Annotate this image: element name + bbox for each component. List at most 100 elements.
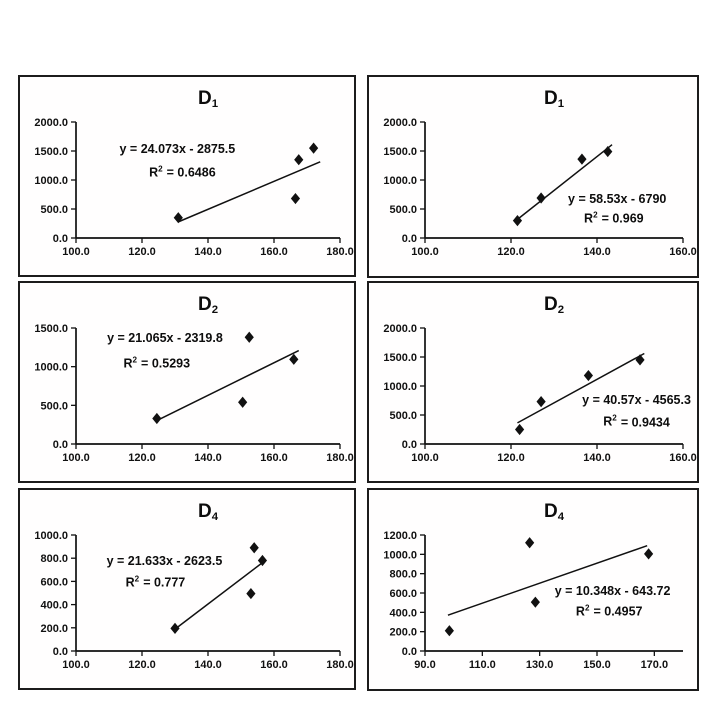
svg-text:110.0: 110.0 [469,659,496,671]
svg-text:100.0: 100.0 [62,452,90,464]
svg-text:200.0: 200.0 [40,623,68,635]
svg-text:120.0: 120.0 [128,452,156,464]
r2-exponent: 2 [134,574,140,584]
chart-panel-d2-left: 0.0 500.0 1000.0 1500.0 100.0 120.0 140.0 160.0… [18,281,356,483]
svg-text:140.0: 140.0 [194,659,222,671]
chart-title-subscript: 2 [557,303,565,316]
svg-text:140.0: 140.0 [194,452,222,464]
svg-text:500.0: 500.0 [389,410,417,422]
svg-text:0.0: 0.0 [53,233,68,245]
svg-text:0.0: 0.0 [53,439,68,451]
svg-text:2000.0: 2000.0 [34,117,68,129]
svg-text:1500.0: 1500.0 [34,323,68,335]
r2-value: = 0.5293 [141,356,191,371]
svg-text:1500.0: 1500.0 [383,352,417,364]
chart-title-subscript: 2 [211,303,219,316]
scatter-plot-d2-right: 0.0 500.0 1000.0 1500.0 2000.0 100.0 120.0 140.… [383,323,697,464]
r2-base: R [149,165,159,180]
chart-title-base: D [543,501,558,522]
svg-text:1200.0: 1200.0 [383,530,417,542]
r2-value: = 0.4957 [593,604,643,619]
svg-text:100.0: 100.0 [411,452,439,464]
r2-exponent: 2 [584,603,590,613]
chart-title: D1 [198,88,218,110]
r-squared-label: R2 = 0.5293 [124,356,191,371]
r2-exponent: 2 [612,413,617,423]
svg-text:160.0: 160.0 [260,452,288,464]
svg-text:160.0: 160.0 [260,659,288,671]
svg-text:120.0: 120.0 [497,246,525,258]
svg-text:1000.0: 1000.0 [383,549,417,561]
chart-title-base: D [197,501,212,522]
svg-text:130.0: 130.0 [526,659,554,671]
svg-text:400.0: 400.0 [40,600,68,612]
chart-title: D2 [198,294,218,316]
svg-text:2000.0: 2000.0 [383,323,417,335]
svg-text:1000.0: 1000.0 [383,175,417,187]
svg-text:1000.0: 1000.0 [34,175,68,187]
chart-panel-d1-right: 0.0 500.0 1000.0 1500.0 2000.0 100.0 120.0 140.… [367,75,699,278]
chart-panel-d4-right: 0.0 200.0 400.0 600.0 800.0 1000.0 1200.0 90.0 1… [367,488,699,691]
r2-value: = 0.6486 [166,165,216,180]
r2-base: R [584,211,594,226]
scatter-plot-d4-right: 0.0 200.0 400.0 600.0 800.0 1000.0 1200.0 90.0 1… [383,530,683,671]
r-squared-label: R2 = 0.777 [126,575,186,590]
r2-exponent: 2 [132,355,138,365]
trendline-equation: y = 40.57x - 4565.3 [582,392,691,407]
chart-title: D1 [544,88,564,110]
svg-text:160.0: 160.0 [669,452,697,464]
svg-text:140.0: 140.0 [583,246,611,258]
svg-text:1000.0: 1000.0 [383,381,417,393]
scatter-plot-d1-left: 0.0 500.0 1000.0 1500.0 2000.0 100.0 120.0 140.… [34,117,354,258]
svg-text:500.0: 500.0 [389,204,417,216]
chart-title-base: D [543,294,558,315]
svg-text:180.0: 180.0 [326,659,354,671]
svg-text:200.0: 200.0 [389,627,417,639]
svg-text:160.0: 160.0 [260,246,288,258]
chart-title: D4 [198,501,218,523]
r2-exponent: 2 [158,164,163,174]
chart-title: D2 [544,294,564,316]
trendline-equation: y = 58.53x - 6790 [568,192,667,207]
chart-title-base: D [543,88,558,109]
svg-text:100.0: 100.0 [62,246,90,258]
r-squared-label: R2 = 0.9434 [603,414,670,429]
svg-text:2000.0: 2000.0 [383,117,417,129]
r2-value: = 0.969 [601,211,644,226]
chart-title-base: D [197,294,212,315]
svg-text:90.0: 90.0 [414,659,435,671]
chart-title-base: D [197,88,212,109]
svg-text:100.0: 100.0 [62,659,90,671]
chart-panel-d2-right: 0.0 500.0 1000.0 1500.0 2000.0 100.0 120.0 140.… [367,281,699,483]
svg-text:180.0: 180.0 [326,246,354,258]
svg-text:120.0: 120.0 [128,246,156,258]
r2-exponent: 2 [593,210,598,220]
svg-text:140.0: 140.0 [194,246,222,258]
svg-text:150.0: 150.0 [583,659,611,671]
svg-text:0.0: 0.0 [402,646,417,658]
r-squared-label: R2 = 0.4957 [576,604,643,619]
svg-text:1500.0: 1500.0 [383,146,417,158]
r-squared-label: R2 = 0.969 [584,210,644,225]
chart-title-subscript: 4 [211,510,219,523]
r2-base: R [603,415,613,430]
svg-text:0.0: 0.0 [53,646,68,658]
trendline-equation: y = 24.073x - 2875.5 [119,141,236,156]
svg-text:140.0: 140.0 [583,452,611,464]
r2-value: = 0.777 [143,575,186,590]
trendline-equation: y = 21.633x - 2623.5 [106,553,223,568]
chart-title-subscript: 1 [557,97,565,110]
svg-text:120.0: 120.0 [497,452,525,464]
svg-text:1000.0: 1000.0 [34,530,68,542]
chart-title: D4 [544,501,564,523]
r-squared-label: R2 = 0.6486 [149,165,216,180]
chart-panel-d4-left: 0.0 200.0 400.0 600.0 800.0 1000.0 100.0 120.0 1… [18,488,356,690]
svg-text:600.0: 600.0 [40,576,68,588]
svg-text:500.0: 500.0 [40,400,68,412]
trendline-equation: y = 10.348x - 643.72 [554,583,671,598]
svg-text:1000.0: 1000.0 [34,362,68,374]
r2-base: R [123,356,133,371]
svg-text:160.0: 160.0 [669,246,697,258]
svg-text:120.0: 120.0 [128,659,156,671]
r2-value: = 0.9434 [620,415,670,430]
